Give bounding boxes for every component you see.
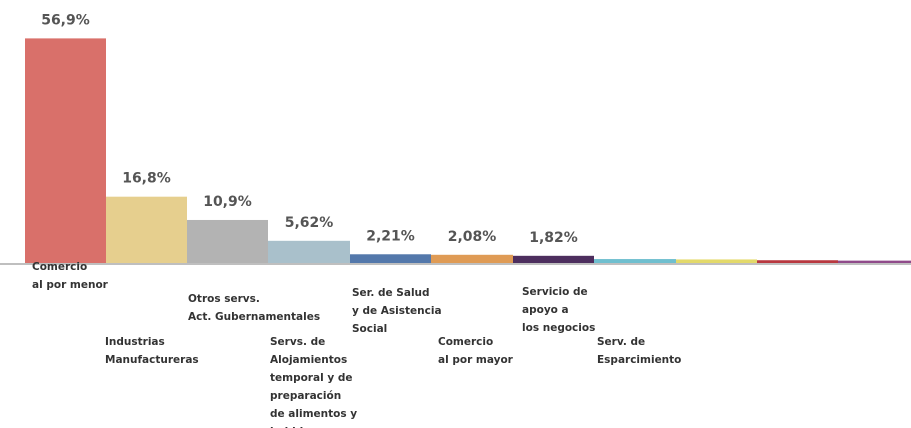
bar xyxy=(757,260,838,263)
category-label: Servs. de Alojamientos temporal y de pre… xyxy=(270,336,358,428)
bar xyxy=(594,259,676,263)
category-label: Otros servs. Act. Gubernamentales xyxy=(188,293,321,323)
bar xyxy=(106,196,187,263)
bar xyxy=(513,255,594,263)
value-label: 5,62% xyxy=(285,215,334,231)
bar xyxy=(431,254,513,263)
bar xyxy=(25,38,106,263)
bar xyxy=(350,254,431,263)
value-label: 2,21% xyxy=(366,228,415,244)
category-label: Industrias Manufactureras xyxy=(105,336,199,366)
bar xyxy=(676,259,757,263)
category-label: Servicio de apoyo a los negocios xyxy=(522,286,596,334)
category-label: Serv. de Esparcimiento xyxy=(597,336,682,366)
value-label: 16,8% xyxy=(122,171,171,187)
value-label: 2,08% xyxy=(448,229,497,245)
category-label: Ser. de Salud y de Asistencia Social xyxy=(352,287,442,335)
bar xyxy=(838,260,911,263)
value-label: 10,9% xyxy=(203,194,252,210)
category-label: Comercio al por menor xyxy=(32,261,108,291)
bar xyxy=(187,219,268,263)
value-label: 56,9% xyxy=(41,12,90,28)
bar xyxy=(268,240,350,263)
category-label: Comercio al por mayor xyxy=(438,336,513,366)
value-label: 1,82% xyxy=(529,230,578,246)
